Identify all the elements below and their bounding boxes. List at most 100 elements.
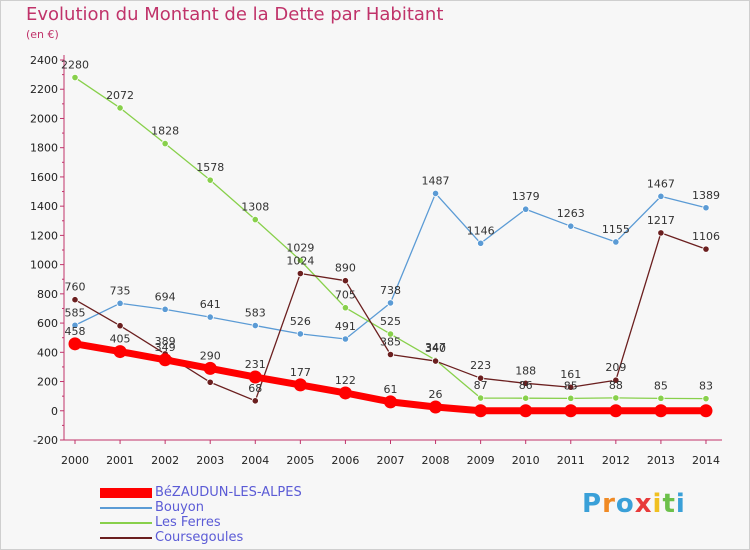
data-label: 1308 (241, 201, 269, 214)
data-label: 85 (564, 379, 578, 392)
legend-label: Les Ferres (155, 515, 221, 530)
x-tick-label: 2000 (61, 454, 89, 467)
data-point (431, 357, 440, 365)
data-label: 231 (245, 358, 266, 371)
data-point (699, 404, 713, 418)
data-point (293, 378, 307, 392)
data-point (477, 239, 485, 247)
data-point (158, 353, 172, 367)
data-label: 61 (383, 383, 397, 396)
data-point (71, 296, 79, 304)
data-point (71, 321, 79, 329)
data-label: 349 (155, 341, 176, 354)
data-label: 1467 (647, 177, 675, 190)
data-label: 1578 (196, 161, 224, 174)
data-point (341, 304, 350, 312)
y-tick-label: 1800 (30, 142, 58, 155)
data-label: 1828 (151, 125, 179, 138)
logo-letter: P (582, 489, 603, 519)
y-tick-label: 1000 (30, 259, 58, 272)
legend-swatch (100, 522, 152, 524)
x-tick-label: 2002 (151, 454, 179, 467)
data-point (161, 140, 169, 148)
data-label: 87 (474, 379, 488, 392)
data-label: 385 (380, 336, 401, 349)
data-point (68, 337, 82, 351)
data-point (522, 205, 530, 213)
data-point (248, 370, 262, 384)
data-label: 177 (290, 366, 311, 379)
legend-label: Coursegoules (155, 530, 244, 545)
data-label: 1024 (286, 255, 314, 268)
y-tick-label: 1600 (30, 171, 58, 184)
data-label: 1487 (422, 174, 450, 187)
data-point (431, 189, 440, 198)
data-label: 86 (519, 379, 533, 392)
data-point (567, 383, 575, 391)
data-point (206, 176, 214, 184)
y-tick-label: 2200 (30, 83, 58, 96)
y-tick-label: 200 (37, 376, 58, 389)
data-point (657, 192, 665, 200)
data-label: 738 (380, 284, 401, 297)
data-label: 1217 (647, 214, 675, 227)
data-point (612, 238, 620, 246)
data-point (612, 394, 620, 402)
legend-swatch (100, 488, 152, 498)
proxiti-logo: Proxiti (582, 489, 686, 519)
data-point (609, 404, 623, 418)
data-point (296, 256, 304, 264)
data-label: 694 (155, 290, 176, 303)
data-point (206, 313, 214, 321)
legend-label: BéZAUDUN-LES-ALPES (155, 485, 302, 500)
data-point (657, 229, 665, 237)
x-tick-label: 2007 (376, 454, 404, 467)
data-label: 585 (65, 306, 86, 319)
data-label: 290 (200, 349, 221, 362)
data-point (522, 379, 530, 387)
data-label: 188 (515, 364, 536, 377)
data-point (251, 397, 259, 405)
y-tick-label: 400 (37, 346, 58, 359)
data-label: 1155 (602, 223, 630, 236)
logo-letter: i (675, 489, 686, 519)
data-point (519, 404, 533, 418)
y-tick-label: -200 (33, 434, 58, 447)
logo-letter: t (662, 489, 676, 519)
data-point (71, 73, 79, 82)
data-label: 405 (110, 333, 131, 346)
data-point (702, 395, 710, 403)
data-point (116, 322, 124, 330)
logo-letter: x (634, 489, 653, 519)
data-label: 1146 (467, 224, 495, 237)
x-tick-label: 2004 (241, 454, 269, 467)
data-point (702, 245, 710, 253)
x-tick-label: 2014 (692, 454, 720, 467)
data-point (338, 386, 352, 400)
x-tick-label: 2006 (331, 454, 359, 467)
data-label: 583 (245, 307, 266, 320)
y-tick-label: 2400 (30, 54, 58, 67)
data-point (429, 400, 443, 414)
x-tick-label: 2001 (106, 454, 134, 467)
data-point (341, 335, 350, 343)
data-point (116, 299, 124, 307)
data-point (386, 330, 395, 338)
x-tick-label: 2003 (196, 454, 224, 467)
data-point (383, 395, 397, 409)
logo-letter: o (615, 489, 635, 519)
data-point (341, 277, 350, 285)
legend-swatch (100, 537, 152, 539)
data-point (386, 299, 395, 307)
data-point (161, 305, 169, 313)
data-point (567, 222, 575, 230)
x-tick-label: 2012 (602, 454, 630, 467)
data-label: 347 (425, 341, 446, 354)
data-point (296, 330, 304, 338)
data-point (206, 378, 214, 386)
data-label: 68 (248, 382, 262, 395)
data-point (564, 404, 578, 418)
y-tick-label: 1400 (30, 200, 58, 213)
